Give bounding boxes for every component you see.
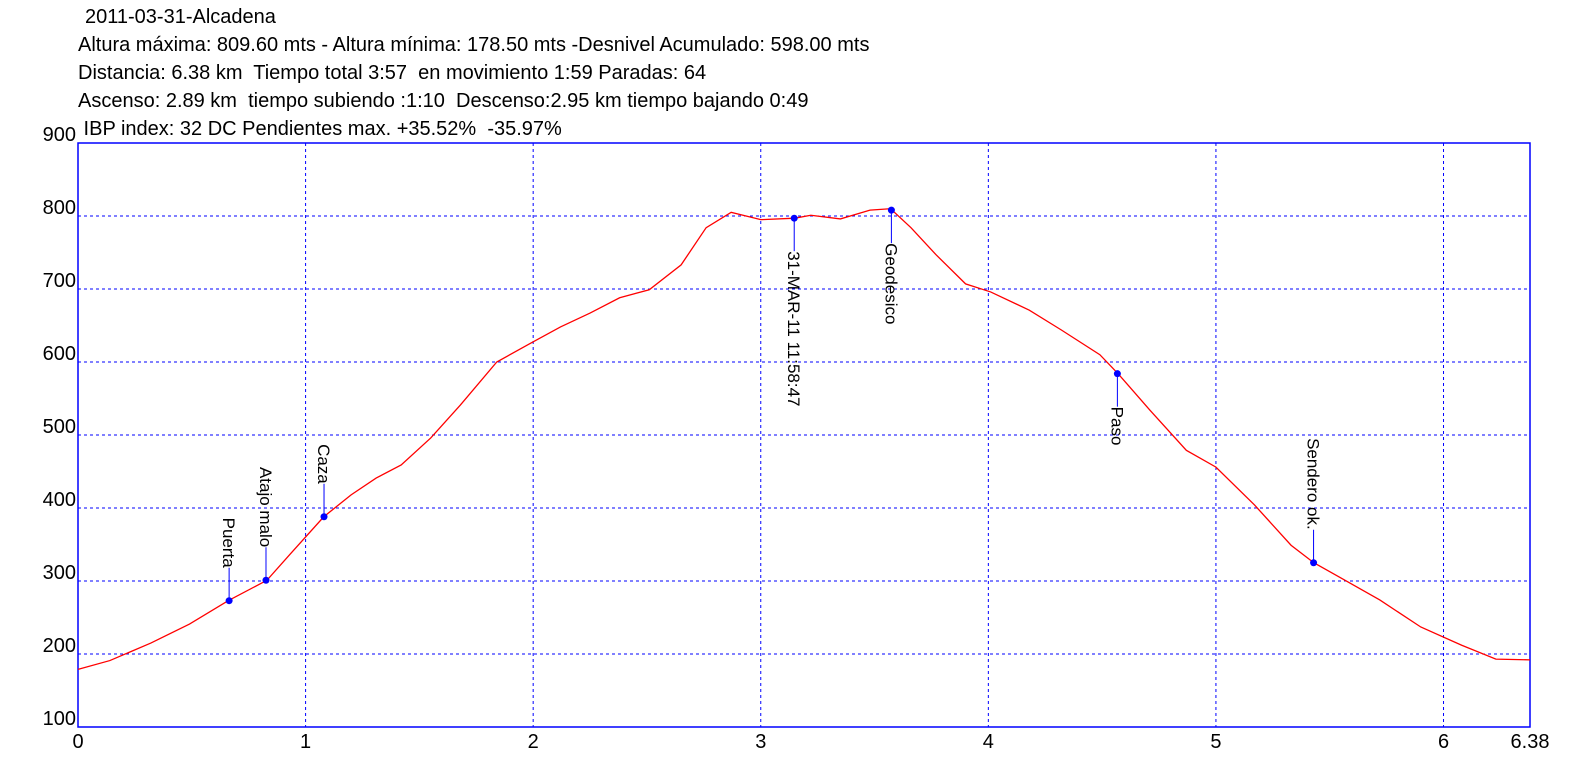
x-tick-label: 5 <box>1210 731 1221 753</box>
x-tick-label: 0 <box>72 731 83 753</box>
waypoint-label: 31-MAR-11 11:58:47 <box>784 251 803 406</box>
subtitle: Distancia: 6.38 km Tiempo total 3:57 en … <box>78 62 706 84</box>
y-tick-label: 600 <box>43 343 76 365</box>
waypoint-marker <box>262 576 270 584</box>
y-tick-label: 300 <box>43 562 76 584</box>
y-tick-label: 900 <box>43 124 76 146</box>
x-tick-label: 4 <box>983 731 994 753</box>
plot-frame <box>77 142 1531 728</box>
x-tick-label: 6 <box>1438 731 1449 753</box>
x-tick-label: 6.38 <box>1511 731 1550 753</box>
waypoint-marker <box>790 214 798 222</box>
y-tick-label: 500 <box>43 416 76 438</box>
subtitle: IBP index: 32 DC Pendientes max. +35.52%… <box>78 118 562 140</box>
waypoint-label: Caza <box>314 444 333 484</box>
waypoint-label: Atajo malo <box>256 467 275 547</box>
subtitle: Altura máxima: 809.60 mts - Altura mínim… <box>78 34 869 56</box>
waypoint-marker <box>887 206 895 214</box>
waypoint-label: Geodesico <box>881 243 900 324</box>
x-tick-label: 3 <box>755 731 766 753</box>
elevation-line <box>77 208 1531 670</box>
y-tick-label: 100 <box>43 708 76 730</box>
waypoint-marker <box>225 597 233 605</box>
y-tick-label: 200 <box>43 635 76 657</box>
chart-title: 2011-03-31-Alcadena <box>85 6 277 28</box>
y-tick-label: 400 <box>43 489 76 511</box>
waypoint-label: Puerta <box>219 518 238 569</box>
y-tick-label: 800 <box>43 197 76 219</box>
y-tick-label: 700 <box>43 270 76 292</box>
waypoint-marker <box>1113 370 1121 378</box>
waypoint-label: Sendero ok. <box>1304 438 1323 530</box>
waypoint-marker <box>1310 559 1318 567</box>
x-tick-label: 1 <box>300 731 311 753</box>
waypoint-marker <box>320 513 328 521</box>
subtitle: Ascenso: 2.89 km tiempo subiendo :1:10 D… <box>78 90 808 112</box>
x-tick-label: 2 <box>528 731 539 753</box>
waypoint-label: Paso <box>1107 407 1126 446</box>
